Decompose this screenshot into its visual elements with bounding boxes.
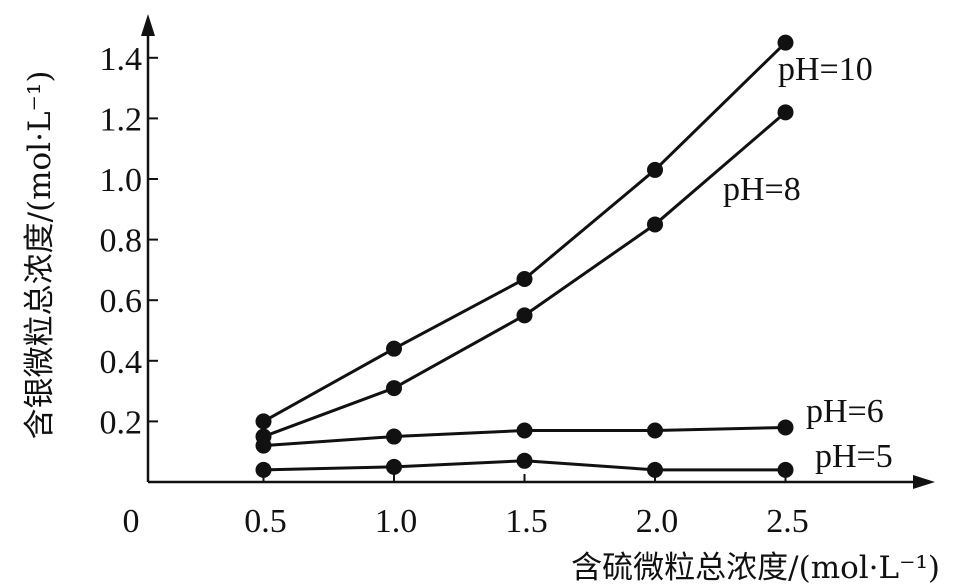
y-tick-label: 1.4 — [100, 41, 143, 78]
y-axis-arrow — [141, 14, 155, 36]
data-point — [777, 461, 794, 478]
x-tick-label: 1.0 — [375, 503, 418, 540]
series-label: pH=6 — [806, 393, 884, 430]
x-tick-label: 2.5 — [766, 503, 809, 540]
data-point — [516, 452, 533, 469]
data-point — [386, 428, 402, 445]
data-point — [777, 104, 794, 121]
series-layer — [255, 34, 794, 478]
origin-label: 0 — [123, 503, 140, 540]
x-axis-arrow — [913, 475, 935, 489]
series-pH=6 — [255, 419, 794, 454]
series-pH=5 — [255, 452, 794, 478]
y-tick-label: 0.8 — [100, 223, 143, 260]
series-label: pH=5 — [815, 438, 893, 475]
y-tick-label: 1.0 — [100, 162, 143, 199]
series-label: pH=8 — [723, 171, 801, 208]
data-point — [647, 422, 663, 439]
x-tick-label: 1.5 — [505, 503, 548, 540]
y-tick-label: 0.6 — [100, 283, 143, 320]
y-axis-title: 含银微粒总浓度/(mol·L⁻¹) — [22, 71, 58, 440]
data-point — [255, 461, 272, 478]
data-point — [777, 419, 794, 436]
data-point — [516, 270, 533, 287]
data-point — [255, 437, 272, 454]
y-tick-label: 0.2 — [100, 404, 143, 441]
data-point — [516, 422, 533, 439]
data-point — [647, 216, 663, 233]
y-tick-label: 1.2 — [100, 101, 143, 138]
series-pH=10 — [255, 34, 794, 430]
data-point — [386, 458, 402, 475]
x-tick-label: 0.5 — [244, 503, 287, 540]
data-point — [386, 380, 402, 397]
data-point — [516, 307, 533, 324]
labels: 含硫微粒总浓度/(mol·L⁻¹) 含银微粒总浓度/(mol·L⁻¹) pH=10 p… — [22, 51, 940, 586]
x-tick-label: 2.0 — [636, 503, 679, 540]
axes: 0.2 0.4 0.6 0.8 1.0 1.2 1.4 0.5 1.0 1.5 2.0 2.5 0 — [100, 14, 935, 540]
data-point — [386, 340, 402, 357]
series-line — [262, 41, 787, 423]
data-point — [647, 161, 663, 178]
data-point — [255, 413, 272, 430]
series-label: pH=10 — [778, 51, 873, 88]
x-axis-title: 含硫微粒总浓度/(mol·L⁻¹) — [571, 550, 940, 586]
y-tick-label: 0.4 — [100, 344, 143, 381]
data-point — [647, 461, 663, 478]
data-point — [777, 34, 794, 51]
